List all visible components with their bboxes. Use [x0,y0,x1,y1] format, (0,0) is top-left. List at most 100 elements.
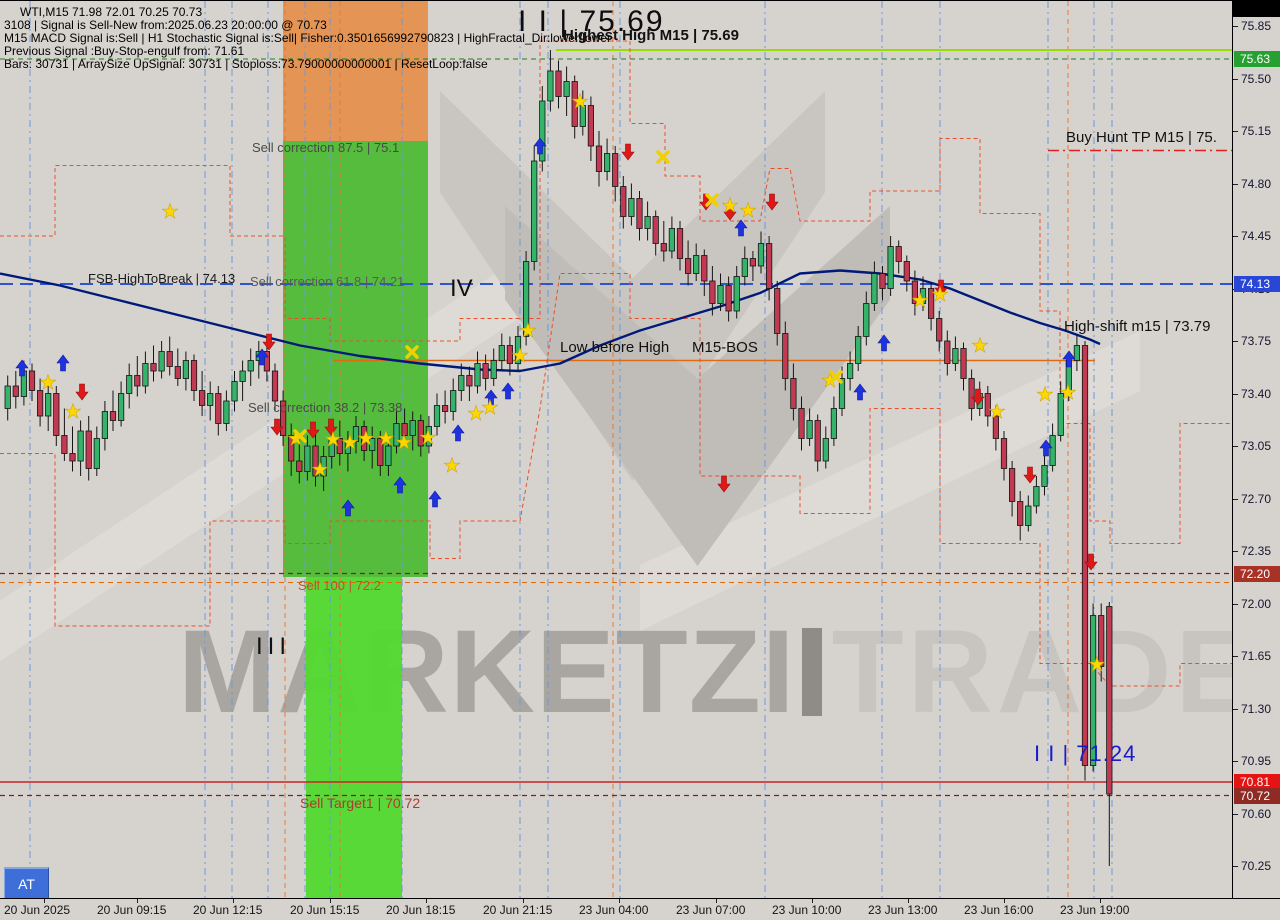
candle-body [28,370,36,391]
candle-body [717,285,724,304]
star-marker-icon: ★ [419,425,437,449]
candle-body [158,351,165,372]
candle-body [911,280,919,304]
candle-body [1025,505,1032,526]
candle-body [296,460,303,472]
candle-body [952,348,959,364]
candle-body [474,363,481,387]
candle-body [587,105,595,147]
star-marker-icon: ★ [64,399,82,423]
highest-high-label: Highest High M15 | 75.69 [563,27,739,44]
watermark-text-right: TRADE [831,606,1232,738]
candle-body [336,438,343,454]
star-marker-icon: ★ [311,457,329,481]
sell-arrow-icon [765,193,779,211]
price-tick [1233,78,1238,80]
candle-body [506,345,514,364]
sell-arrow-icon [270,418,284,436]
candle-body [847,363,854,379]
candle-body [142,363,149,387]
watermark-divider [801,628,822,716]
time-tick-label: 23 Jun 04:00 [579,903,649,917]
time-tick [1004,899,1005,903]
price-tick-label: 72.35 [1241,544,1272,558]
sell-arrow-icon [1084,553,1098,571]
time-tick-label: 20 Jun 18:15 [386,903,456,917]
price-tick [1233,131,1238,132]
candle-body [709,280,716,304]
candle-body [1000,438,1008,469]
candle-body [757,243,765,267]
time-axis[interactable]: 20 Jun 2025 20 Jun 09:15 20 Jun 12:15 20 Ju… [0,898,1280,920]
star-marker-icon: ★ [1059,380,1077,404]
candle-body [166,351,173,367]
watermark-brand: MARKETZI TRADE [178,613,1232,731]
sell-arrow-icon [324,418,338,436]
sell-arrow-icon [1023,466,1037,484]
time-tick-label: 23 Jun 16:00 [964,903,1034,917]
candle-body [344,441,352,454]
chart-area[interactable]: MARKETZI TRADE ★ ★ ★ ★ ★ ★ ★ ★ ★ ★ ★ ★ ★ ★ ★ ★ ★ ★ ★ ★ ★ ★ ★ ★ ★… [0,1,1232,898]
low-mark-label: I I | 71.24 [1034,741,1137,766]
candle-body [198,390,206,406]
price-badge-72.20: 72.20 [1234,565,1280,582]
price-tick-label: 74.45 [1241,229,1272,243]
session-band [306,577,402,898]
price-tick [1233,393,1238,395]
candle-body [239,370,246,382]
price-badge-74.13: 74.13 [1234,276,1280,292]
buy-arrow-icon [341,499,355,517]
star-marker-icon: ★ [911,288,929,312]
candle-body [871,273,878,304]
candle-body [441,405,449,412]
candle-body [774,288,781,334]
time-tick-label: 20 Jun 21:15 [483,903,553,917]
candle-body [1017,501,1024,526]
candle-body [660,243,667,252]
candle-body [53,393,60,436]
sell-correction-618-label: Sell correction 61.8 | 74.21 [250,274,405,289]
candle-body [539,100,546,162]
price-axis[interactable]: 75.8575.5075.1574.8074.4574.1073.7573.40… [1232,1,1280,898]
candle-body [61,435,68,454]
candle-body [288,435,295,462]
low-before-high-label: Low before High [560,339,670,356]
autotrade-button[interactable]: AT [4,867,49,898]
price-badge-70.81: 70.81 [1234,774,1280,790]
price-tick [1233,551,1238,552]
buy-arrow-icon [734,219,748,237]
candle-body [725,285,732,312]
price-tick [1233,446,1238,447]
buy-arrow-icon [428,490,442,508]
candle-body [620,186,627,217]
candle-body [668,228,676,252]
m15-bos-label: M15-BOS [692,339,758,356]
candle-body [822,438,829,462]
candle-body [207,393,214,406]
sell-arrow-icon [971,388,985,406]
sell-arrow-icon [717,475,731,493]
price-tick-label: 73.05 [1241,439,1272,453]
sell-arrow-icon [306,421,320,439]
candle-body [531,160,538,262]
candle-body [4,385,11,409]
price-tick-label: 74.80 [1241,176,1272,191]
price-tick-label: 71.65 [1241,649,1272,663]
price-tick-label: 70.60 [1241,806,1272,821]
candle-body [312,445,319,477]
time-tick [137,899,138,903]
candle-body [960,348,967,379]
time-tick [619,899,620,903]
candlestick-plot[interactable]: ★★★★★★★★★★★★★★★★★★★★★★★★★★★ [0,1,1232,898]
candle-body [369,438,376,451]
candle-body [887,246,894,289]
session-band [283,141,428,577]
star-marker-icon: ★ [161,199,179,223]
candle-body [838,378,846,409]
star-marker-icon: ★ [357,426,375,450]
candle-body [992,415,1000,439]
buy-arrow-icon [484,389,498,407]
buy-arrow-icon [877,334,891,352]
buy-arrow-icon [56,354,70,372]
